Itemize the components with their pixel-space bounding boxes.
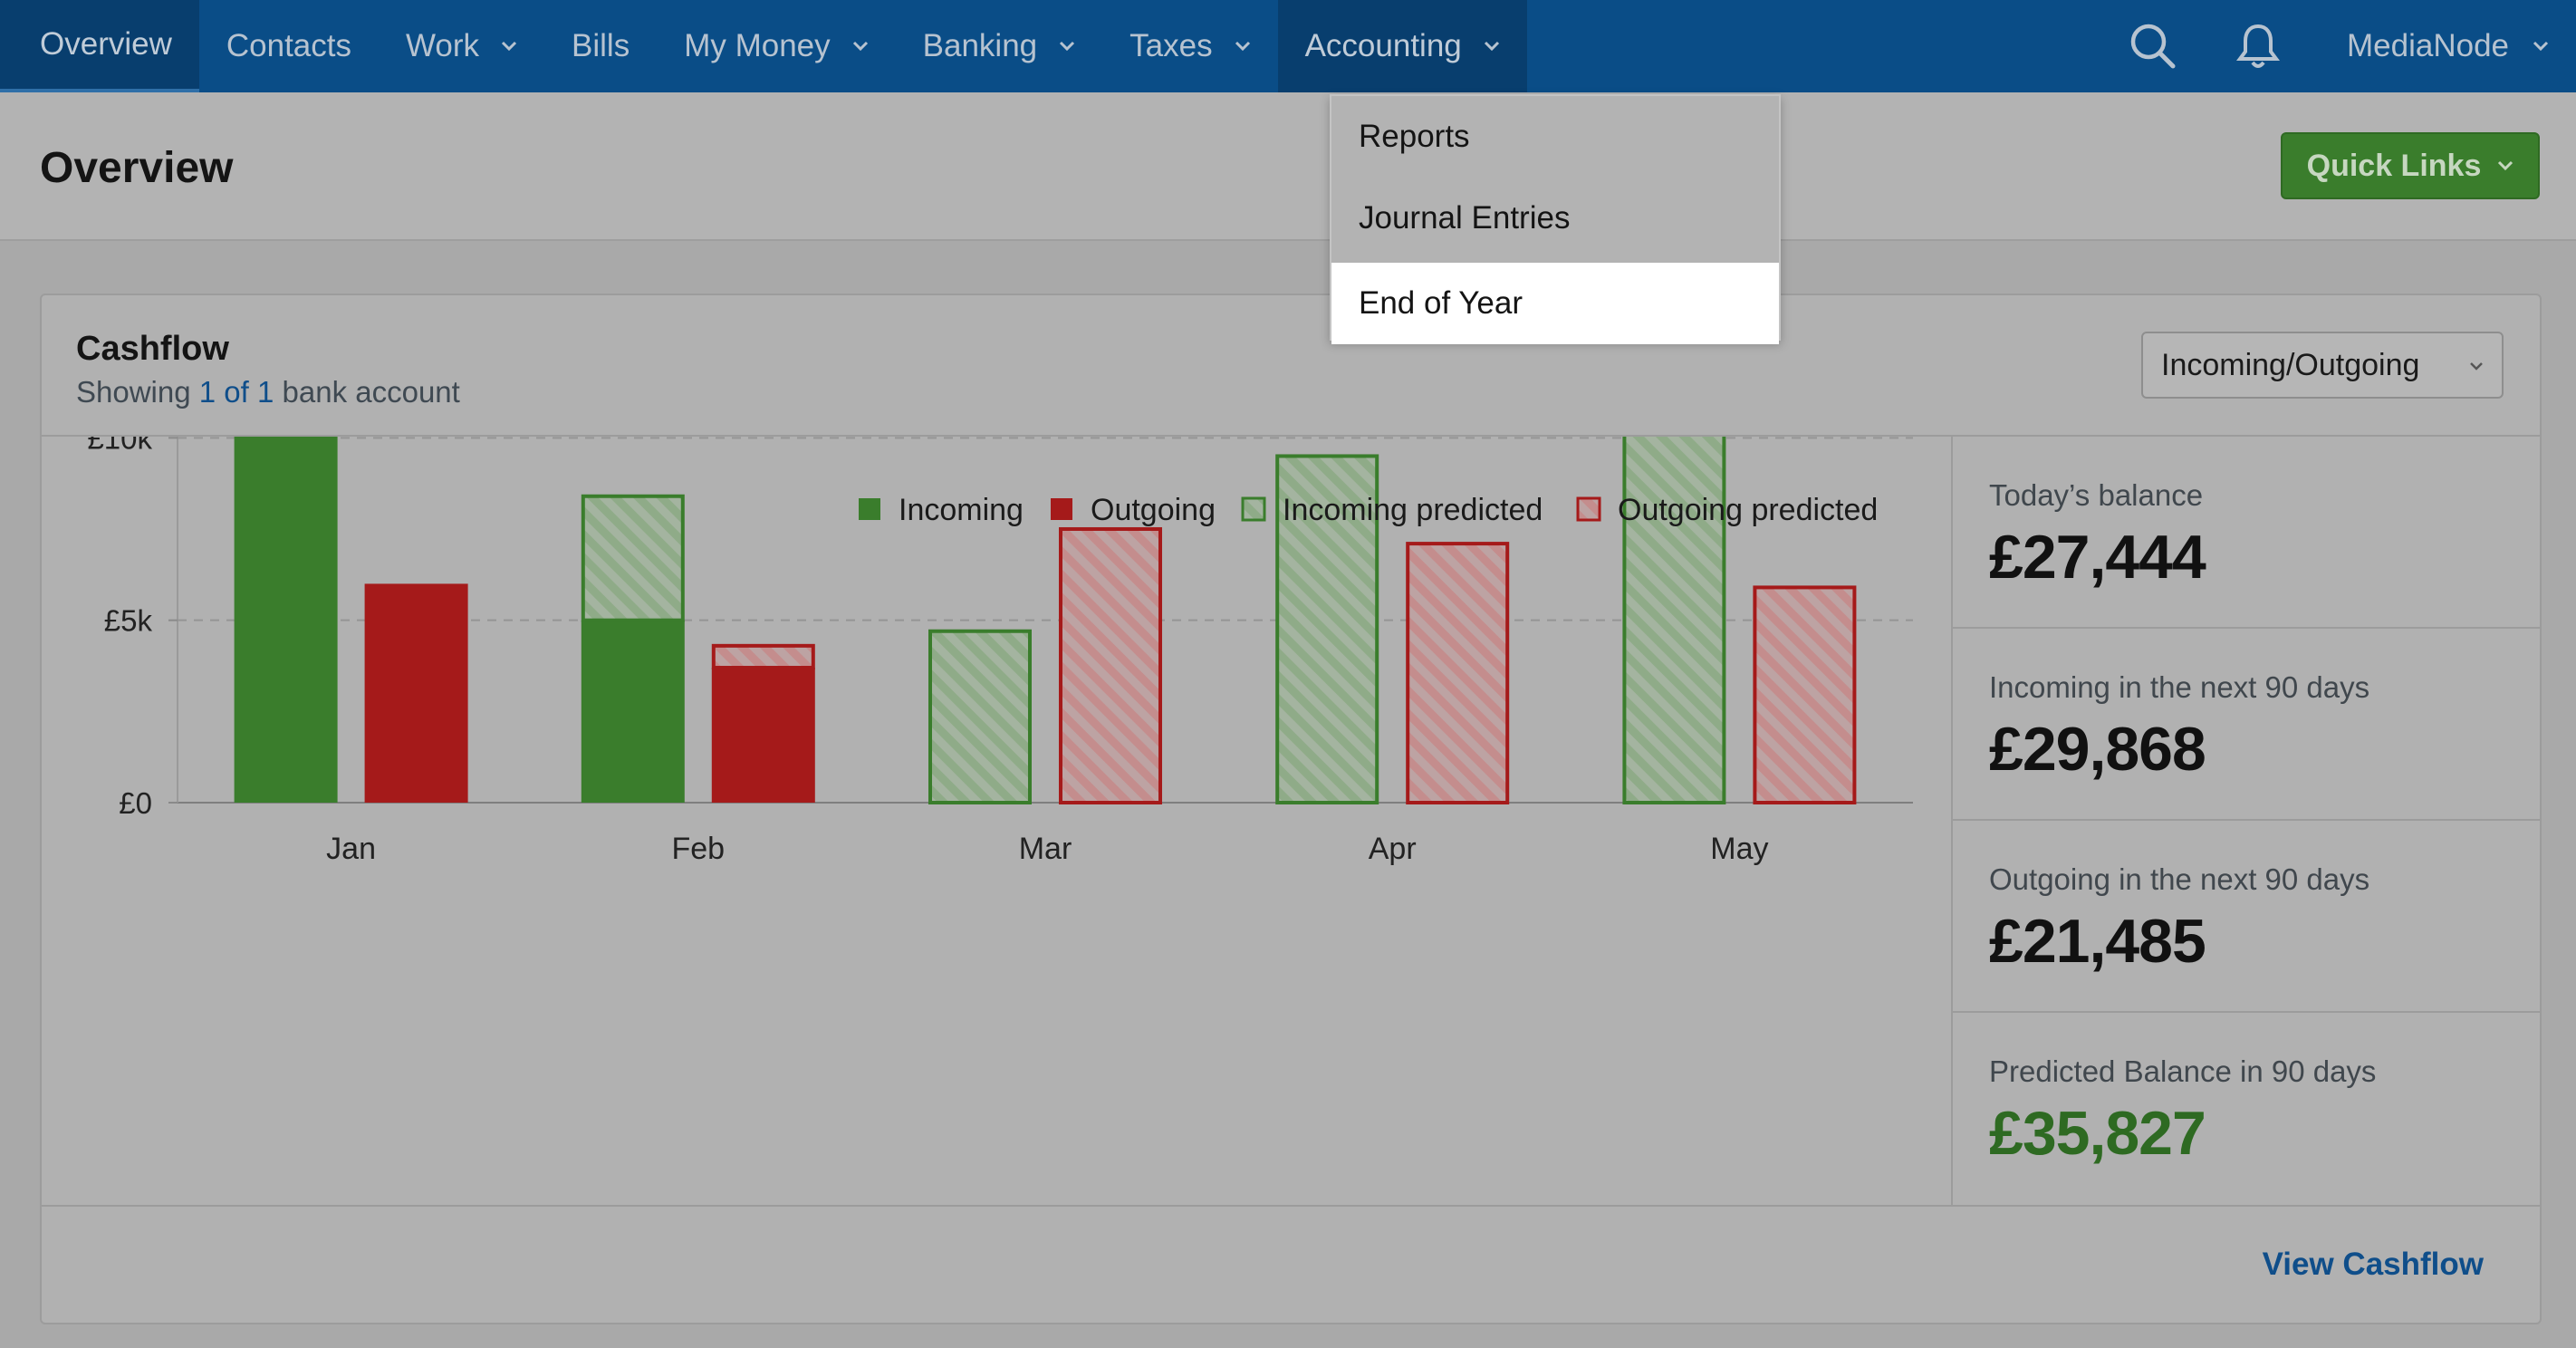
bank-account-count-link[interactable]: 1 of 1	[198, 375, 274, 409]
nav-item-label: Accounting	[1304, 28, 1462, 63]
legend-swatch	[1576, 496, 1601, 522]
nav-item-bills[interactable]: Bills	[544, 0, 657, 92]
stat-block: Today’s balance £27,444	[1953, 437, 2542, 629]
chevron-down-icon	[2533, 41, 2549, 52]
nav-item-contacts[interactable]: Contacts	[199, 0, 379, 92]
menu-item-journal-entries[interactable]: Journal Entries	[1359, 200, 1571, 236]
stat-block: Outgoing in the next 90 days £21,485	[1953, 821, 2542, 1013]
nav-item-banking[interactable]: Banking	[896, 0, 1102, 92]
legend-item: Incoming predicted	[1241, 493, 1543, 527]
chevron-down-icon	[1484, 41, 1499, 52]
bar-incoming-predicted-feb	[581, 494, 685, 622]
y-tick-label: £5k	[104, 604, 153, 638]
nav-item-overview[interactable]: Overview	[0, 0, 199, 92]
user-name: MediaNode	[2347, 28, 2509, 63]
chevron-down-icon	[501, 41, 517, 52]
divider	[42, 435, 2540, 437]
subtitle-prefix: Showing	[76, 375, 191, 409]
bar-incoming-predicted-mar	[928, 629, 1032, 804]
chevron-down-icon	[2470, 362, 2483, 371]
stat-label: Today’s balance	[1989, 478, 2204, 512]
legend-label: Outgoing	[1091, 493, 1216, 527]
stat-value: £35,827	[1989, 1099, 2206, 1168]
page-title: Overview	[40, 144, 234, 192]
legend-label: Outgoing predicted	[1618, 493, 1878, 527]
quick-links-button[interactable]: Quick Links	[2281, 132, 2540, 199]
y-tick-label: £10k	[87, 437, 152, 455]
stat-label: Incoming in the next 90 days	[1989, 670, 2370, 704]
chevron-down-icon	[1235, 41, 1250, 52]
nav-items: Overview Contacts Work Bills My Money Banking…	[0, 0, 1527, 92]
x-tick-label: Mar	[1019, 832, 1072, 866]
select-value: Incoming/Outgoing	[2161, 347, 2420, 382]
x-tick-label: Feb	[672, 832, 726, 866]
nav-item-label: Taxes	[1129, 28, 1213, 63]
stat-label: Outgoing in the next 90 days	[1989, 862, 2370, 896]
nav-item-accounting[interactable]: Accounting	[1277, 0, 1527, 92]
quick-links-label: Quick Links	[2306, 148, 2482, 183]
nav-item-label: Contacts	[226, 28, 351, 63]
legend-item: Outgoing predicted	[1576, 493, 1878, 527]
cashflow-chart: £0£5k£10k£15kJanFebMarAprMay IncomingOut…	[42, 239, 1951, 1205]
legend-swatch	[1241, 496, 1266, 522]
cashflow-stats: Today’s balance £27,444 Incoming in the ne…	[1953, 437, 2542, 1205]
stat-value: £27,444	[1989, 523, 2206, 592]
chevron-down-icon	[1060, 41, 1075, 52]
stat-block: Incoming in the next 90 days £29,868	[1953, 629, 2542, 821]
nav-item-work[interactable]: Work	[379, 0, 544, 92]
bar-outgoing-predicted-apr	[1406, 542, 1510, 805]
subtitle-suffix: bank account	[282, 375, 460, 409]
divider	[1951, 437, 1953, 1205]
menu-item-reports[interactable]: Reports	[1359, 119, 1470, 154]
nav-item-label: Banking	[922, 28, 1038, 63]
bar-outgoing-jan	[364, 583, 468, 803]
nav-item-label: Bills	[572, 28, 630, 63]
legend-swatch	[859, 498, 880, 520]
nav-item-my-money[interactable]: My Money	[657, 0, 895, 92]
bar-incoming-predicted-apr	[1275, 454, 1379, 804]
bar-outgoing-predicted-feb	[711, 643, 815, 670]
nav-item-taxes[interactable]: Taxes	[1102, 0, 1277, 92]
x-tick-label: May	[1710, 832, 1768, 866]
search-icon[interactable]	[2128, 21, 2178, 72]
cashflow-view-select[interactable]: Incoming/Outgoing	[2141, 332, 2504, 399]
view-cashflow-link[interactable]: View Cashflow	[2262, 1247, 2484, 1282]
legend-item: Outgoing	[1051, 493, 1216, 527]
user-menu[interactable]: MediaNode	[2347, 28, 2549, 64]
y-tick-label: £0	[119, 786, 152, 820]
cashflow-chart-svg: £0£5k£10k£15kJanFebMarAprMay IncomingOut…	[87, 239, 1913, 866]
chevron-down-icon	[852, 41, 868, 52]
chevron-down-icon	[2498, 160, 2514, 171]
legend-label: Incoming	[899, 493, 1024, 527]
nav-item-label: Work	[406, 28, 480, 63]
nav-item-label: Overview	[40, 26, 172, 62]
bar-outgoing-predicted-may	[1753, 585, 1857, 804]
legend-item: Incoming	[859, 493, 1024, 527]
page-header: Overview Quick Links	[0, 92, 2576, 241]
stat-value: £29,868	[1989, 715, 2206, 784]
bar-incoming-jan	[234, 357, 338, 803]
bar-outgoing-feb	[711, 668, 815, 803]
stat-label: Predicted Balance in 90 days	[1989, 1054, 2377, 1088]
bell-icon[interactable]	[2233, 21, 2283, 72]
divider	[42, 1205, 2540, 1207]
cashflow-card: Cashflow Showing 1 of 1 bank account Inc…	[40, 239, 2542, 1324]
menu-item-end-of-year[interactable]: End of Year	[1331, 263, 1779, 344]
bar-outgoing-predicted-mar	[1059, 526, 1162, 804]
card-title: Cashflow	[76, 330, 229, 368]
nav-right: MediaNode	[2100, 0, 2576, 92]
bar-incoming-feb	[581, 620, 685, 803]
card-subtitle: Showing 1 of 1 bank account	[76, 375, 460, 409]
top-navigation: Overview Contacts Work Bills My Money Banking…	[0, 0, 2576, 92]
x-tick-label: Apr	[1369, 832, 1417, 866]
stat-value: £21,485	[1989, 907, 2206, 976]
bar-incoming-predicted-may	[1622, 366, 1726, 805]
accounting-dropdown-menu: Reports Journal Entries End of Year	[1330, 94, 1781, 344]
legend-swatch	[1051, 498, 1072, 520]
x-tick-label: Jan	[326, 832, 376, 866]
stat-block: Predicted Balance in 90 days £35,827	[1953, 1013, 2542, 1205]
legend-label: Incoming predicted	[1283, 493, 1543, 527]
nav-item-label: My Money	[684, 28, 831, 63]
